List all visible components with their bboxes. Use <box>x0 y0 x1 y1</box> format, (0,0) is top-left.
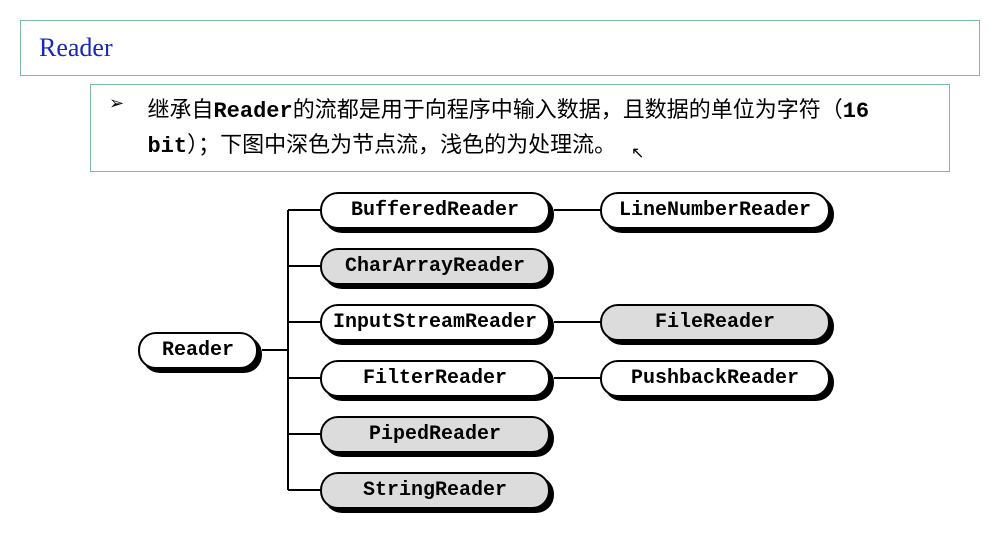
node-root: Reader <box>138 332 258 369</box>
node-push: PushbackReader <box>600 360 830 397</box>
node-char: CharArrayReader <box>320 248 550 285</box>
desc-mid1: 的流都是用于向程序中输入数据，且数据的单位为字符（ <box>293 97 843 122</box>
node-filt: FilterReader <box>320 360 550 397</box>
node-file: FileReader <box>600 304 830 341</box>
desc-mid2: ）；下图中深色为节点流，浅色的为处理流。 <box>187 132 616 157</box>
node-pipe: PipedReader <box>320 416 550 453</box>
bullet-icon: ➢ <box>109 93 143 114</box>
node-str: StringReader <box>320 472 550 509</box>
title-panel: Reader <box>20 20 980 76</box>
desc-prefix: 继承自 <box>147 97 213 122</box>
description-panel: ➢ 继承自Reader的流都是用于向程序中输入数据，且数据的单位为字符（16 b… <box>90 84 950 172</box>
title-text: Reader <box>39 33 113 62</box>
node-isr: InputStreamReader <box>320 304 550 341</box>
node-line: LineNumberReader <box>600 192 830 229</box>
description-text: 继承自Reader的流都是用于向程序中输入数据，且数据的单位为字符（16 bit… <box>147 93 929 163</box>
desc-bold-reader: Reader <box>213 99 292 124</box>
reader-hierarchy-diagram: Reader BufferedReader LineNumberReader Char… <box>20 182 980 542</box>
node-buf: BufferedReader <box>320 192 550 229</box>
